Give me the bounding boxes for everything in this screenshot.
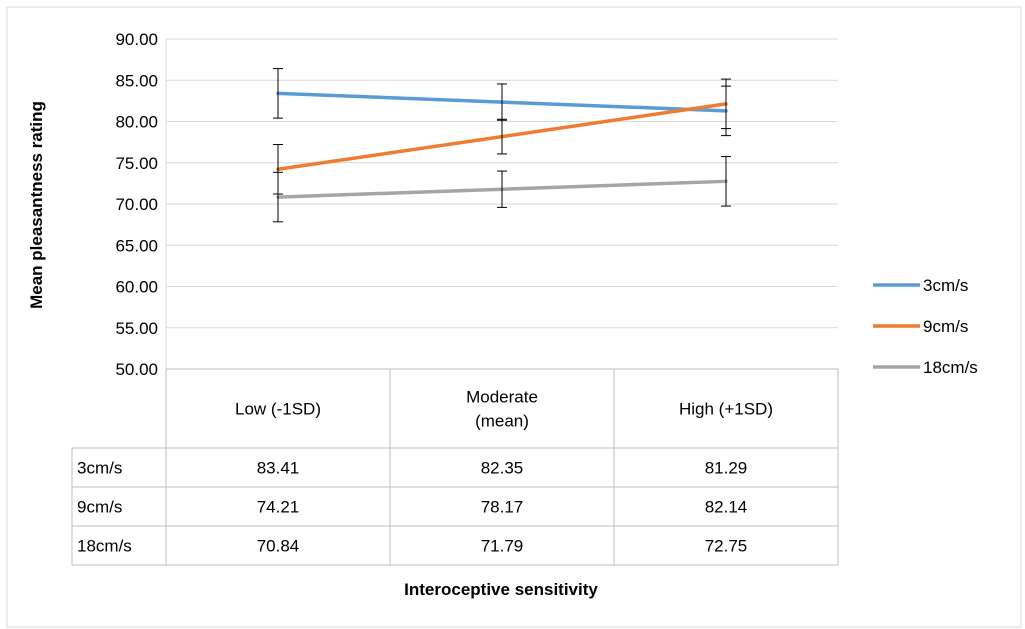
- legend-item: 3cm/s: [873, 276, 968, 295]
- y-tick-label: 85.00: [115, 71, 158, 90]
- error-bar: [497, 170, 507, 208]
- y-tick-label: 55.00: [115, 319, 158, 338]
- x-category-label: High (+1SD): [679, 400, 773, 419]
- table-value-cell: 70.84: [257, 537, 300, 556]
- y-axis-ticks: 50.00 55.00 60.00 65.00 70.00 75.00 80.00 85.00…: [115, 30, 158, 379]
- table-value-cell: 78.17: [481, 498, 524, 517]
- y-tick-label: 65.00: [115, 236, 158, 255]
- y-tick-label: 80.00: [115, 113, 158, 132]
- table-value-cell: 83.41: [257, 459, 300, 478]
- error-bars: [273, 68, 731, 223]
- x-axis-title: Interoceptive sensitivity: [404, 580, 598, 599]
- chart-border: [6, 6, 1022, 628]
- legend-label: 18cm/s: [923, 358, 978, 377]
- error-bar: [273, 171, 283, 223]
- table-value-cell: 71.79: [481, 537, 524, 556]
- x-category-label: Low (-1SD): [235, 400, 321, 419]
- legend-label: 3cm/s: [923, 276, 968, 295]
- table-value-cell: 82.35: [481, 459, 524, 478]
- table-series-name: 18cm/s: [77, 537, 132, 556]
- y-tick-label: 70.00: [115, 195, 158, 214]
- table-series-name: 3cm/s: [77, 459, 122, 478]
- table-series-name: 9cm/s: [77, 498, 122, 517]
- y-tick-label: 90.00: [115, 30, 158, 49]
- table-value-cell: 72.75: [705, 537, 748, 556]
- data-table: Low (-1SD) Moderate (mean) High (+1SD) 3cm/s…: [71, 368, 839, 566]
- legend-item: 18cm/s: [873, 358, 978, 377]
- error-bar: [721, 156, 731, 207]
- table-value-cell: 82.14: [705, 498, 748, 517]
- y-axis-title: Mean pleasantness rating: [27, 101, 46, 309]
- table-value-cell: 74.21: [257, 498, 300, 517]
- y-tick-label: 75.00: [115, 154, 158, 173]
- x-category-label: Moderate: [466, 388, 538, 407]
- legend: 3cm/s 9cm/s 18cm/s: [873, 276, 978, 377]
- y-tick-label: 60.00: [115, 278, 158, 297]
- x-category-label: (mean): [475, 412, 529, 431]
- table-value-cell: 81.29: [705, 459, 748, 478]
- error-bar: [273, 68, 283, 119]
- error-bar: [721, 78, 731, 130]
- legend-item: 9cm/s: [873, 317, 968, 336]
- y-tick-label: 50.00: [115, 360, 158, 379]
- legend-label: 9cm/s: [923, 317, 968, 336]
- error-bar: [497, 118, 507, 155]
